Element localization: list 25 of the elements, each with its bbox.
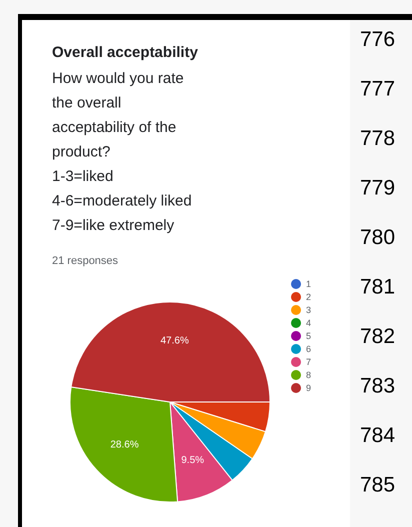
data-label: 28.6% [110, 440, 139, 451]
text: 782 [360, 325, 396, 348]
legend-label: 1 [306, 279, 312, 290]
legend-label: 2 [306, 292, 312, 302]
legend-label: 3 [306, 305, 312, 316]
text: 21 responses [52, 255, 119, 267]
text: 781 [360, 276, 396, 298]
legend-label: 6 [306, 344, 312, 354]
legend-label: 8 [306, 370, 312, 380]
text: 785 [360, 474, 396, 496]
text: 783 [360, 374, 396, 398]
data-label: 9.5% [181, 455, 204, 466]
text: 780 [360, 226, 396, 249]
chart-title: Overall acceptability [52, 44, 199, 61]
chart-subtitle: How would you rate the overall acceptability of the product? 1-3=liked 4-6=moderately liked 7-9=like extremely [52, 70, 192, 234]
text: 777 [360, 78, 396, 100]
text: 778 [360, 127, 396, 150]
text: 779 [360, 176, 396, 200]
legend-label: 4 [306, 318, 312, 328]
legend-label: 7 [306, 357, 312, 368]
legend-label: 9 [306, 383, 312, 394]
text: 784 [360, 424, 396, 447]
data-label: 47.6% [160, 336, 189, 347]
text: 776 [360, 28, 396, 51]
legend-label: 5 [306, 331, 312, 342]
